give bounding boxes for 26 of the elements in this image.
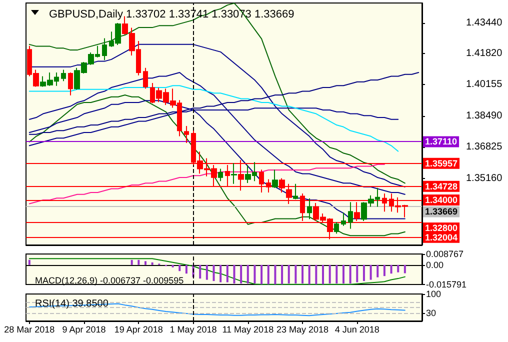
y-tick-label: 1.38490	[466, 110, 503, 122]
y-tick-label: 1.36825	[466, 142, 503, 153]
y-tick-label: 30	[426, 308, 436, 318]
ref-line-label: 1.32004	[425, 232, 458, 242]
y-tick-label: 0.008767	[426, 249, 464, 259]
x-tick-label: 1 May 2018	[170, 324, 217, 334]
y-tick-label: 1.41820	[466, 48, 503, 59]
y-tick-label: 1.35160	[466, 172, 503, 184]
ref-line-label: 1.35957	[425, 158, 458, 168]
x-tick-label: 19 Apr 2018	[114, 324, 163, 334]
y-tick-label: -0.015791	[426, 280, 467, 290]
y-tick-label: 1.43440	[466, 18, 503, 29]
x-tick-label: 23 May 2018	[276, 324, 329, 334]
ref-line-label: 1.37110	[425, 136, 458, 147]
ref-line-label: 1.32800	[425, 223, 458, 234]
y-tick-label: 0.00	[426, 260, 444, 270]
y-tick-label: 100	[426, 289, 442, 299]
ref-line-label: 1.34000	[425, 195, 458, 206]
text: MACD(12,26,9) -0.006737 -0.009595	[35, 276, 184, 286]
y-tick-label: 1.40155	[466, 79, 503, 90]
x-tick-label: 11 May 2018	[222, 324, 274, 334]
x-tick-label: 28 Mar 2018	[4, 324, 55, 334]
ref-line-label: 1.33669	[425, 206, 458, 217]
ref-line-label: 1.34728	[425, 181, 458, 192]
x-tick-label: 4 Jun 2018	[334, 324, 380, 334]
x-tick-label: 9 Apr 2018	[62, 324, 106, 334]
